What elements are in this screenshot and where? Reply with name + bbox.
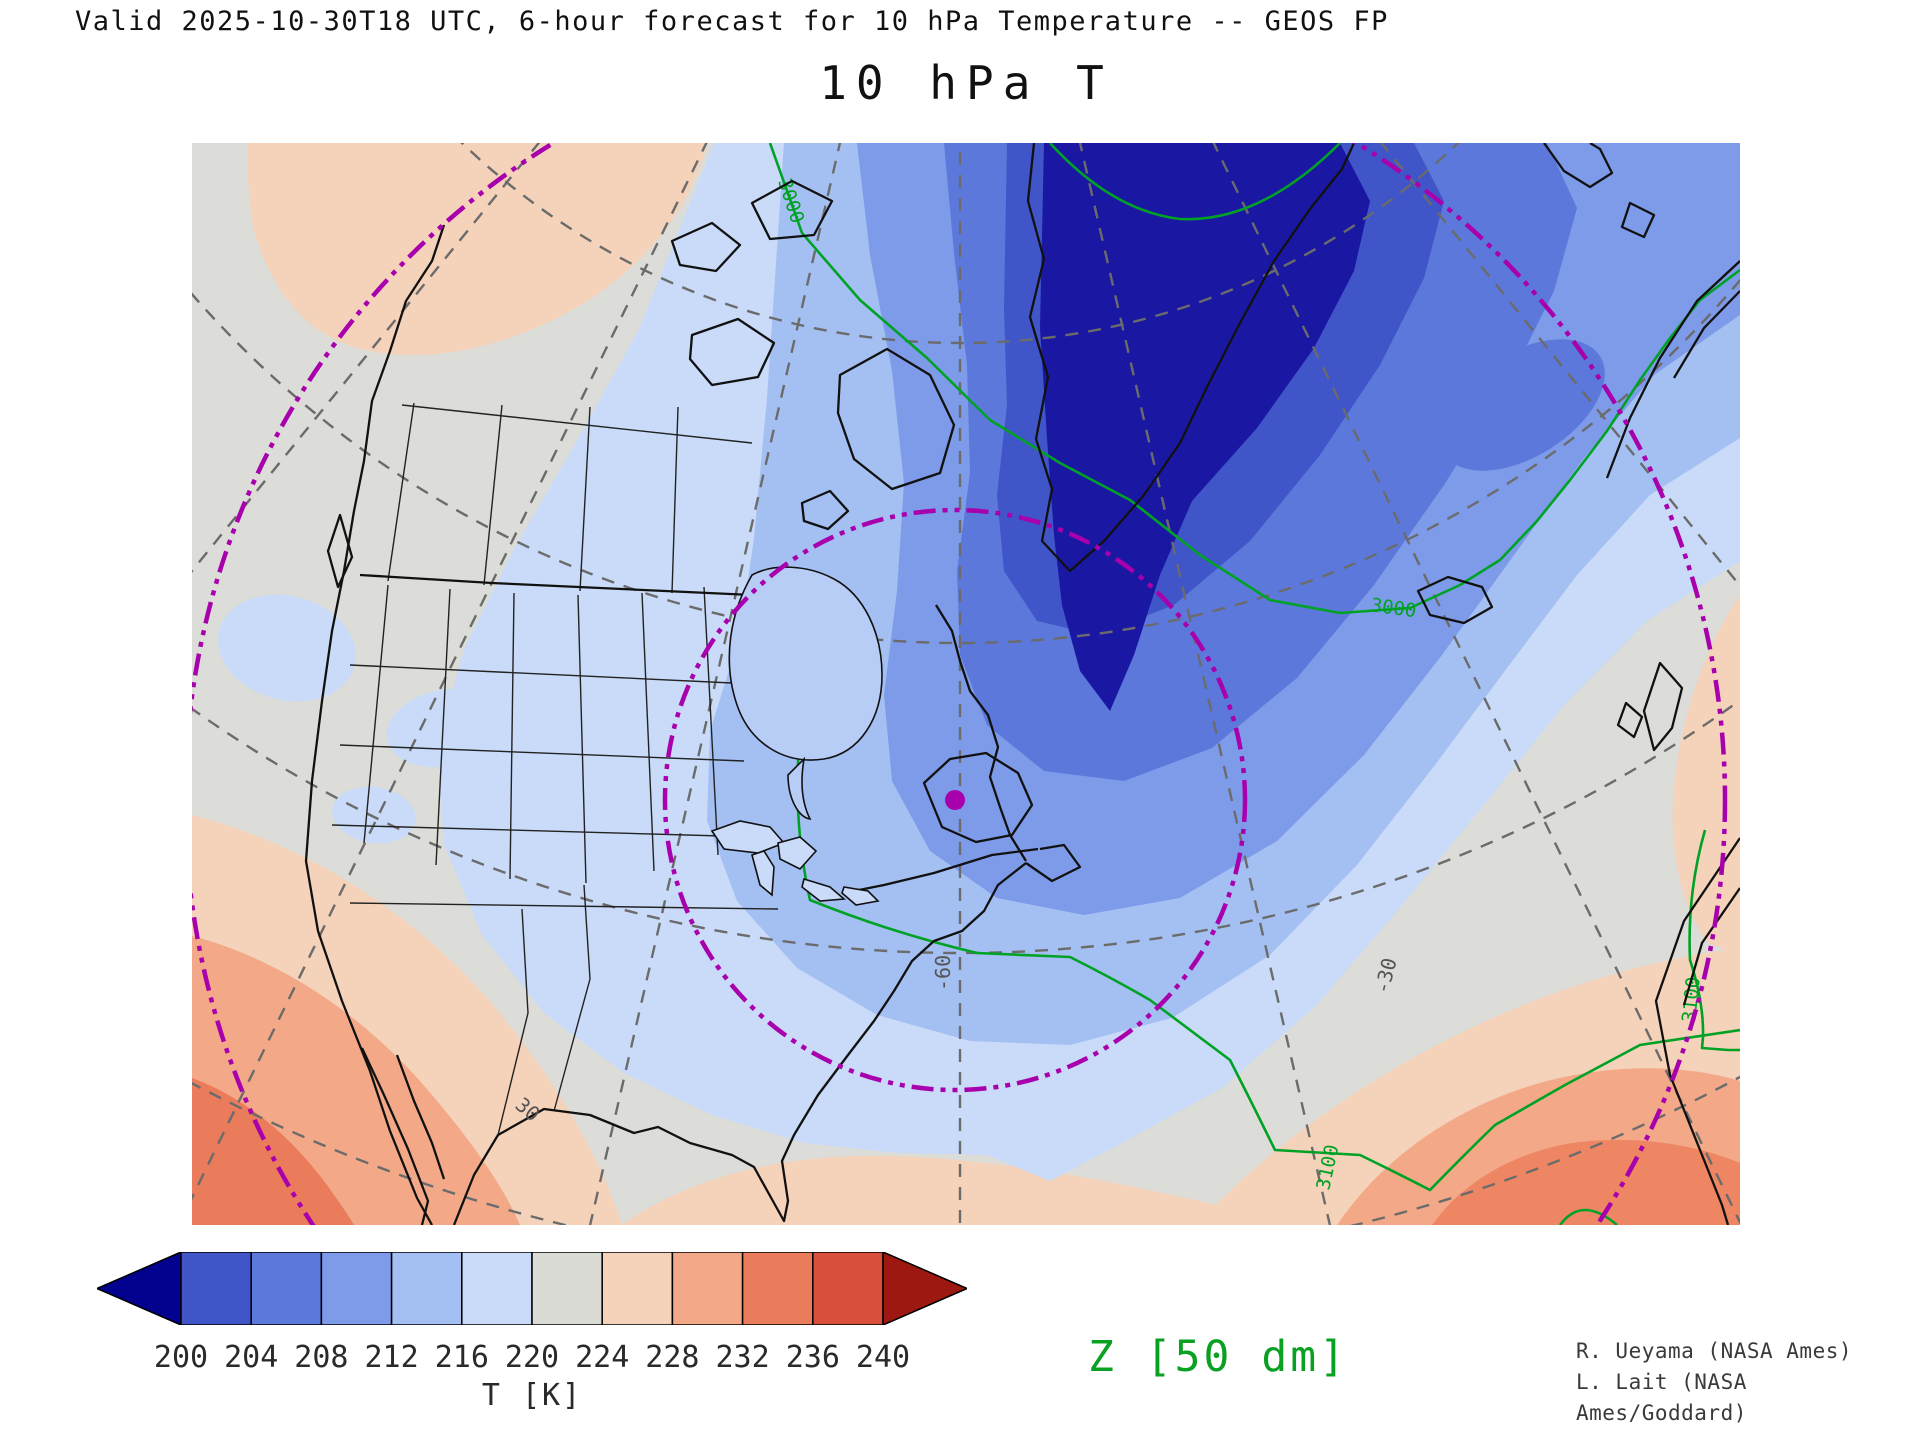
colorbar-cell (671, 1251, 744, 1326)
norway-coast (1605, 260, 1740, 479)
colorbar (95, 1250, 969, 1327)
cold-temperature-fills (218, 143, 1740, 1181)
colorbar-under-arrow (95, 1250, 182, 1327)
map-svg: 3000 3000 3100 3100 (192, 143, 1740, 1225)
colorbar-tick: 224 (575, 1340, 630, 1375)
z-contour-legend: Z [50 dm] (1088, 1332, 1348, 1382)
warm-temperature-fills (192, 143, 1740, 1225)
james-bay (787, 756, 812, 821)
colorbar-cell (250, 1251, 323, 1326)
lake-erie (801, 877, 846, 902)
coastlines (304, 143, 1740, 1225)
colorbar-cell (531, 1251, 603, 1326)
colorbar-over-arrow (882, 1250, 969, 1327)
terminator-circles (192, 143, 1728, 1225)
vancouver-island (326, 513, 354, 589)
colorbar-tick: 220 (504, 1340, 560, 1375)
british-isles (1616, 661, 1684, 752)
vortex-core-fill (1040, 143, 1370, 711)
coast-gulf-east (452, 862, 1027, 1225)
colorbar-tick: 236 (785, 1340, 840, 1375)
colorbar-tick: 212 (364, 1340, 419, 1375)
height-contours (768, 143, 1740, 1225)
colorbar-cell (180, 1251, 252, 1326)
southampton-island (800, 489, 850, 531)
st-lawrence (853, 847, 1039, 893)
lon-label-60: -60 (931, 955, 955, 991)
state-borders (331, 402, 779, 1136)
nova-scotia (1025, 843, 1082, 883)
colorbar-tick: 240 (855, 1340, 911, 1375)
svalbard (1543, 143, 1656, 239)
us-canada-border (359, 573, 753, 597)
station-dot (945, 790, 965, 810)
sza-circle-outer (192, 143, 1728, 1225)
colorbar-cell (741, 1251, 814, 1326)
arctic-islands (670, 179, 834, 273)
colorbar-cell (320, 1251, 393, 1326)
graticule (192, 143, 1740, 1225)
greenland (1026, 143, 1356, 573)
valid-time-title: Valid 2025-10-30T18 UTC, 6-hour forecast… (75, 6, 1389, 37)
colorbar-tick: 216 (434, 1340, 489, 1375)
credit-line-2: L. Lait (NASA Ames/Goddard) (1576, 1370, 1747, 1425)
colorbar-tick: 204 (224, 1340, 279, 1375)
map-panel: 3000 3000 3100 3100 (192, 143, 1740, 1225)
colorbar-cells (180, 1251, 884, 1326)
plot-title: 10 hPa T (819, 56, 1113, 110)
lake-huron (777, 836, 818, 870)
colorbar-tick: 208 (294, 1340, 349, 1375)
baffin-island (836, 347, 956, 491)
coast-baja (360, 1047, 446, 1225)
credit-line-1: R. Ueyama (NASA Ames) (1576, 1339, 1853, 1363)
lake-michigan (751, 850, 775, 897)
colorbar-cell (812, 1251, 884, 1326)
iberia-africa-coast (1654, 837, 1740, 1225)
iceland (1416, 575, 1494, 625)
hudson-bay (728, 566, 883, 761)
newfoundland (922, 751, 1034, 844)
colorbar-tick: 200 (153, 1340, 209, 1375)
colorbar-tick-labels: 200 204 208 212 216 220 224 228 232 236 240 (97, 1340, 967, 1376)
lakes (710, 566, 883, 906)
lake-ontario (841, 886, 880, 906)
colorbar-unit-label: T [K] (481, 1378, 583, 1413)
colorbar-tick: 228 (645, 1340, 700, 1375)
colorbar-tick: 232 (715, 1340, 770, 1375)
credits: R. Ueyama (NASA Ames) L. Lait (NASA Ames… (1576, 1336, 1920, 1429)
coast-west (304, 224, 446, 1225)
victoria-island (688, 317, 776, 387)
colorbar-cell (601, 1251, 674, 1326)
colorbar-cell (461, 1251, 533, 1326)
labrador-coast (935, 604, 1027, 862)
colorbar-cell (390, 1251, 463, 1326)
sza-circle-inner (662, 507, 1248, 1093)
